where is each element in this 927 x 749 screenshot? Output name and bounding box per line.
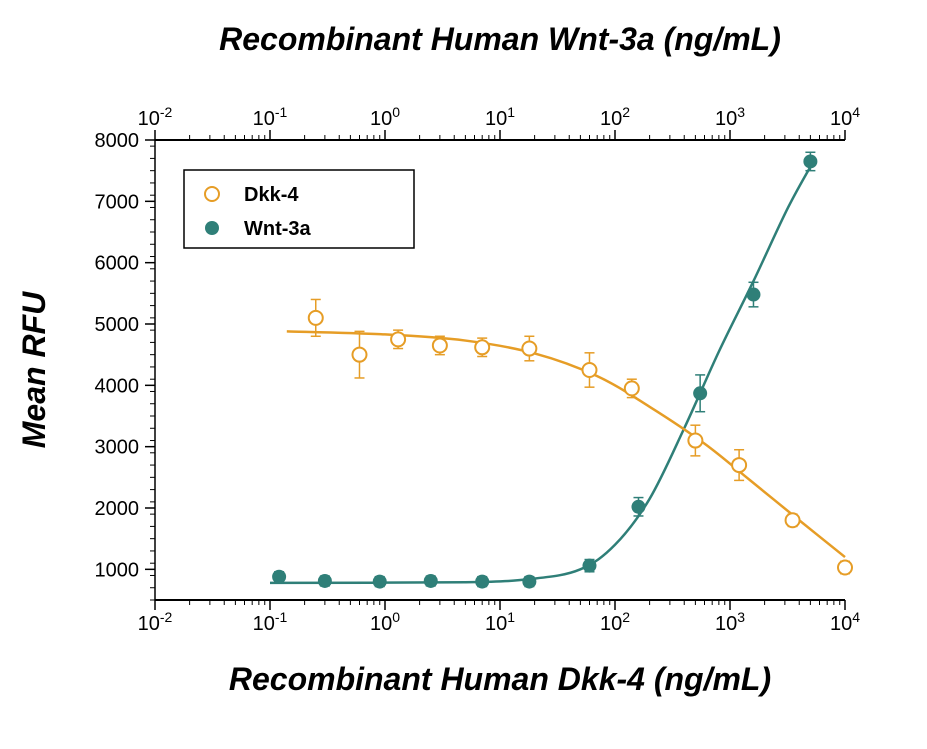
tick-label: 103 <box>715 104 745 130</box>
tick-label: 102 <box>600 104 630 130</box>
dkk4-marker <box>391 332 405 346</box>
tick-label: 7000 <box>95 191 140 213</box>
legend-marker-dkk4 <box>205 187 219 201</box>
wnt3a-marker <box>272 570 286 584</box>
dkk4-marker <box>522 342 536 356</box>
legend-label-dkk4: Dkk-4 <box>244 184 299 206</box>
chart-svg: 10-2 10-1 100 101 102 103 104 10-2 10-1 100 101 102… <box>0 0 927 749</box>
wnt3a-marker <box>318 574 332 588</box>
tick-label: 10-1 <box>253 104 288 130</box>
wnt3a-marker <box>631 500 645 514</box>
wnt3a-marker <box>373 575 387 589</box>
tick-label: 100 <box>370 104 400 130</box>
tick-label: 103 <box>715 609 745 635</box>
x-bottom-axis-title: Recombinant Human Dkk-4 (ng/mL) <box>229 661 771 697</box>
tick-label: 6000 <box>95 253 140 275</box>
dkk4-marker <box>475 340 489 354</box>
tick-label: 10-2 <box>138 609 173 635</box>
dkk4-marker <box>582 363 596 377</box>
wnt3a-marker <box>582 559 596 573</box>
dkk4-marker <box>433 338 447 352</box>
tick-label: 2000 <box>95 498 140 520</box>
tick-label: 100 <box>370 609 400 635</box>
wnt3a-marker <box>424 574 438 588</box>
x-top-axis-title: Recombinant Human Wnt-3a (ng/mL) <box>219 21 781 57</box>
tick-label: 101 <box>485 104 515 130</box>
dkk4-marker <box>732 458 746 472</box>
tick-label: 102 <box>600 609 630 635</box>
wnt3a-marker <box>522 575 536 589</box>
wnt3a-fit-line <box>270 158 815 582</box>
legend-label-wnt3a: Wnt-3a <box>244 218 312 240</box>
tick-label: 8000 <box>95 130 140 152</box>
legend-marker-wnt3a <box>205 221 219 235</box>
dkk4-marker <box>352 348 366 362</box>
dkk4-marker <box>625 381 639 395</box>
chart-container: 10-2 10-1 100 101 102 103 104 10-2 10-1 100 101 102… <box>0 0 927 749</box>
tick-label: 1000 <box>95 559 140 581</box>
y-axis-title: Mean RFU <box>16 291 52 448</box>
wnt3a-marker <box>803 154 817 168</box>
wnt3a-marker <box>475 575 489 589</box>
dkk4-marker <box>688 434 702 448</box>
tick-label: 104 <box>830 104 860 130</box>
tick-label: 3000 <box>95 437 140 459</box>
wnt3a-marker <box>746 288 760 302</box>
dkk4-marker <box>786 513 800 527</box>
wnt3a-marker <box>693 386 707 400</box>
tick-label: 104 <box>830 609 860 635</box>
dkk4-marker <box>309 311 323 325</box>
dkk4-fit-line <box>287 331 845 557</box>
tick-label: 4000 <box>95 375 140 397</box>
dkk4-marker <box>838 560 852 574</box>
tick-label: 10-1 <box>253 609 288 635</box>
tick-label: 10-2 <box>138 104 173 130</box>
tick-label: 5000 <box>95 314 140 336</box>
tick-label: 101 <box>485 609 515 635</box>
